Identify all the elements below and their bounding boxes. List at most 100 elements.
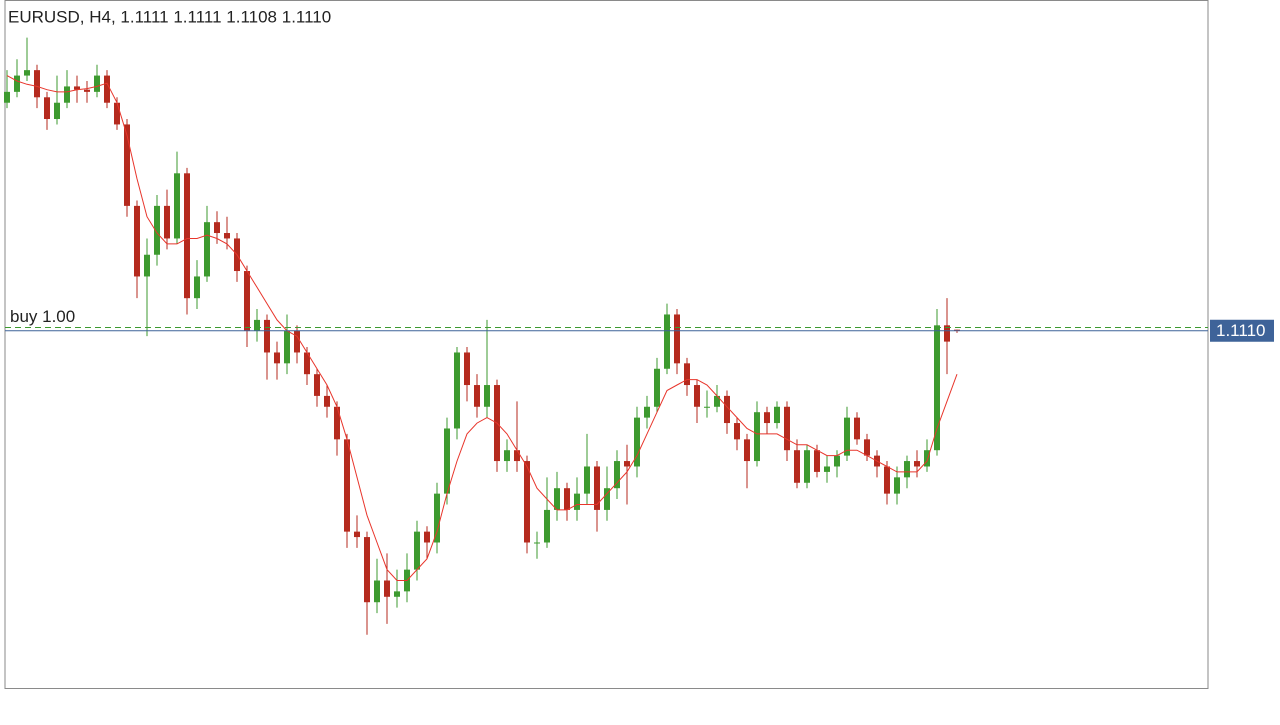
candle-body xyxy=(464,352,470,386)
price-tag-label: 1.1110 xyxy=(1216,321,1265,340)
candle-body xyxy=(574,493,580,510)
candle-body xyxy=(214,222,220,234)
candle-body xyxy=(64,86,70,103)
candle-body xyxy=(294,330,300,353)
candle-body xyxy=(104,75,110,103)
candle-body xyxy=(894,477,900,494)
candle-body xyxy=(654,368,660,407)
candle-body xyxy=(514,450,520,462)
candle-body xyxy=(164,205,170,239)
candle-body xyxy=(384,580,390,597)
candle-body xyxy=(434,493,440,543)
candle-body xyxy=(824,466,830,472)
candle-body xyxy=(624,461,630,467)
plot-frame xyxy=(4,0,1209,689)
candle-body xyxy=(374,580,380,603)
candle-body xyxy=(334,406,340,440)
candle-body xyxy=(44,97,50,120)
chart-title: EURUSD, H4, 1.1111 1.1111 1.1108 1.1110 xyxy=(8,7,331,26)
candle-body xyxy=(754,412,760,462)
candle-body xyxy=(684,363,690,386)
candle-body xyxy=(884,466,890,494)
candle-body xyxy=(944,325,950,342)
candle-body xyxy=(614,461,620,489)
candle-body xyxy=(934,325,940,451)
candle-body xyxy=(774,406,780,424)
candle-body xyxy=(254,319,260,331)
candle-body xyxy=(504,450,510,462)
candle-body xyxy=(634,417,640,467)
candle-body xyxy=(444,428,450,494)
candle-body xyxy=(184,173,190,299)
candle-body xyxy=(834,455,840,467)
candle-body xyxy=(124,124,130,206)
candle-body xyxy=(644,406,650,418)
candle-body xyxy=(134,205,140,277)
candle-body xyxy=(484,385,490,407)
candle-body xyxy=(854,417,860,440)
candle-body xyxy=(744,439,750,462)
candle-body xyxy=(4,91,10,103)
candle-body xyxy=(314,374,320,396)
candle-body xyxy=(264,319,270,353)
marks xyxy=(4,37,1208,635)
candle-body xyxy=(34,70,40,98)
candle-body xyxy=(54,102,60,120)
candle-body xyxy=(534,542,540,544)
candle-body xyxy=(454,352,460,429)
candle-body xyxy=(324,395,330,407)
candle-body xyxy=(244,271,250,331)
candle-body xyxy=(524,461,530,543)
candle-body xyxy=(584,466,590,494)
candle-body xyxy=(734,423,740,440)
candle-body xyxy=(904,461,910,478)
candle-body xyxy=(394,591,400,597)
candle-body xyxy=(14,75,20,92)
candle-body xyxy=(224,233,230,239)
candle-body xyxy=(594,466,600,510)
candle-body xyxy=(664,314,670,369)
candle-body xyxy=(804,450,810,483)
candle-body xyxy=(204,222,210,277)
candle-body xyxy=(674,314,680,364)
candle-body xyxy=(554,488,560,510)
candle-body xyxy=(604,488,610,510)
candle-body xyxy=(154,205,160,255)
candle-body xyxy=(864,439,870,456)
candle-body xyxy=(414,531,420,570)
candle-body xyxy=(794,450,800,483)
candle-body xyxy=(144,254,150,277)
candle-body xyxy=(274,352,280,364)
candle-body xyxy=(704,406,710,408)
candle-body xyxy=(344,439,350,532)
candle-body xyxy=(94,75,100,92)
candle-body xyxy=(914,461,920,467)
candle-body xyxy=(24,70,30,76)
candle-body xyxy=(814,450,820,472)
candle-body xyxy=(114,102,120,125)
axes: buy 1.00 1.1110 xyxy=(10,307,1274,342)
candle-body xyxy=(694,385,700,407)
candle-body xyxy=(924,450,930,467)
candle-body xyxy=(284,330,290,364)
candle-body xyxy=(724,395,730,424)
price-tag xyxy=(1210,319,1274,342)
candle-body xyxy=(194,276,200,299)
candle-body xyxy=(564,488,570,510)
candle-body xyxy=(354,531,360,538)
buy-label: buy 1.00 xyxy=(10,307,75,326)
candle-body xyxy=(304,352,310,375)
candle-body xyxy=(174,173,180,239)
moving-average xyxy=(6,75,958,581)
candle-body xyxy=(364,537,370,603)
candle-body xyxy=(84,89,90,92)
candle-body xyxy=(784,406,790,451)
candle-body xyxy=(544,509,550,543)
candle-body xyxy=(954,329,960,331)
candle-body xyxy=(74,86,80,90)
candle-body xyxy=(424,531,430,543)
candle-body xyxy=(474,385,480,407)
candle-body xyxy=(764,412,770,424)
